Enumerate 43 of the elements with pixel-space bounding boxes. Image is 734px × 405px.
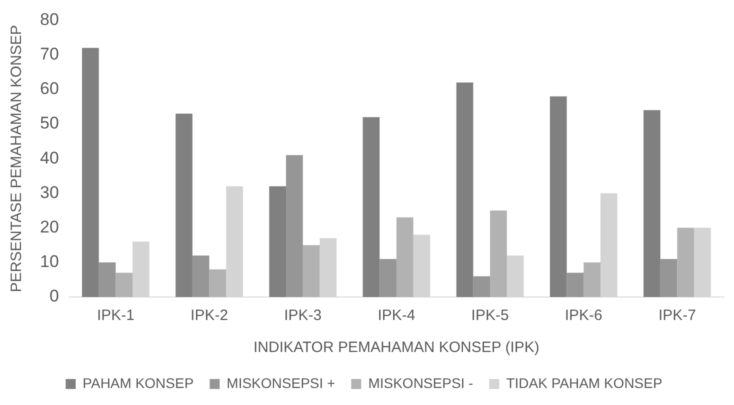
bar <box>677 228 694 297</box>
bar <box>286 155 303 297</box>
legend-label: PAHAM KONSEP <box>82 374 194 391</box>
x-tick-label: IPK-6 <box>564 307 602 324</box>
x-tick-label: IPK-5 <box>471 307 509 324</box>
bar <box>456 82 474 297</box>
x-tick-label: IPK-3 <box>284 307 322 324</box>
bar <box>98 262 116 297</box>
bar <box>644 110 660 297</box>
bar <box>566 272 584 297</box>
y-axis-title: PERSENTASE PEMAHAMAN KONSEP <box>8 24 26 292</box>
y-tick-label: 60 <box>40 79 59 98</box>
bar <box>380 258 396 297</box>
x-tick-label: IPK-1 <box>96 307 134 324</box>
bar <box>550 96 567 297</box>
x-axis-title: INDIKATOR PEMAHAMAN KONSEP (IPK) <box>254 339 540 356</box>
bar <box>584 262 600 297</box>
legend-label: TIDAK PAHAM KONSEP <box>506 374 662 391</box>
bar <box>660 258 678 297</box>
x-tick-label: IPK-7 <box>658 307 696 324</box>
legend-label: MISKONSEPSI - <box>368 374 474 391</box>
bar <box>209 269 226 297</box>
y-tick-label: 10 <box>40 252 59 272</box>
bar <box>362 117 380 297</box>
x-tick-label: IPK-2 <box>190 307 228 324</box>
y-tick-label: 40 <box>40 148 59 168</box>
y-tick-label: 30 <box>40 182 59 202</box>
y-tick-label: 80 <box>40 10 59 29</box>
bar <box>192 255 210 297</box>
bar <box>116 272 133 297</box>
x-tick-label: IPK-4 <box>378 307 416 324</box>
bar <box>396 217 414 297</box>
y-tick-label: 0 <box>49 286 59 306</box>
bar <box>269 186 286 297</box>
y-tick-label: 50 <box>40 114 59 133</box>
bar <box>176 114 192 297</box>
y-tick-label: 70 <box>40 44 59 64</box>
bar <box>302 245 320 297</box>
bar <box>473 276 490 297</box>
y-tick-label: 20 <box>40 217 59 236</box>
bar <box>490 210 507 297</box>
legend-label: MISKONSEPSI + <box>226 374 336 391</box>
bar <box>82 48 99 297</box>
